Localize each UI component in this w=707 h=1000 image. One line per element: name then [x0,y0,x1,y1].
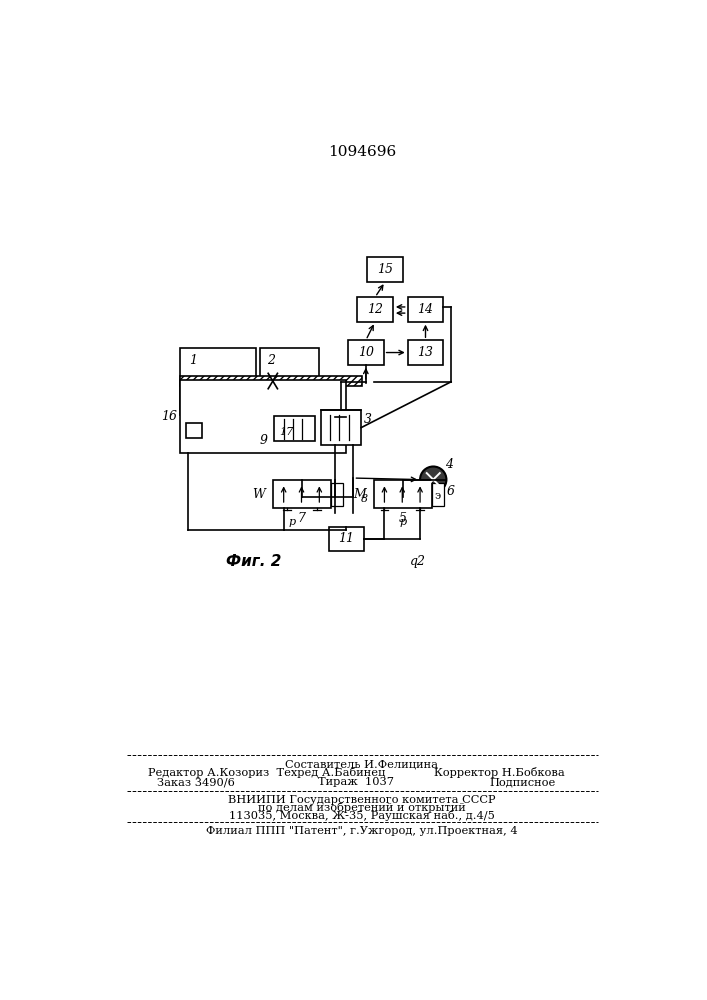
Text: Подписное: Подписное [489,777,556,787]
Text: 11: 11 [339,532,354,545]
Text: 16: 16 [161,410,177,423]
Text: 5: 5 [399,512,407,525]
Bar [274,416,315,441]
Bar [180,380,346,453]
Text: 8: 8 [361,494,368,504]
Text: 1: 1 [189,354,197,367]
Bar [432,483,444,506]
Text: 6: 6 [446,485,455,498]
Text: 4: 4 [445,458,453,471]
Circle shape [420,466,446,493]
Text: 9: 9 [259,434,267,447]
Bar [321,410,361,445]
Text: W: W [252,488,265,501]
Text: Заказ 3490/6: Заказ 3490/6 [156,777,235,787]
Text: 17: 17 [279,427,293,437]
Bar [357,297,393,322]
Bar [260,348,319,415]
Text: 113035, Москва, Ж-35, Раушская наб., д.4/5: 113035, Москва, Ж-35, Раушская наб., д.4… [229,810,495,821]
Bar [329,527,364,551]
Text: М: М [353,488,366,501]
Text: по делам изобретений и открытий: по делам изобретений и открытий [258,802,466,813]
Text: 1094696: 1094696 [328,145,396,159]
Bar [373,480,432,508]
Text: Филиал ППП "Патент", г.Ужгород, ул.Проектная, 4: Филиал ППП "Патент", г.Ужгород, ул.Проек… [206,826,518,836]
Bar [368,257,403,282]
Text: q2: q2 [410,555,426,568]
Text: ВНИИПИ Государственного комитета СССР: ВНИИПИ Государственного комитета СССР [228,795,496,805]
Text: 14: 14 [418,303,433,316]
Bar [348,340,384,365]
Bar [186,423,201,438]
Text: 3: 3 [364,413,373,426]
Text: Корректор Н.Бобкова: Корректор Н.Бобкова [434,767,564,778]
Bar [331,483,344,506]
Bar [408,297,443,322]
Bar [180,376,362,386]
Text: 2: 2 [267,354,274,367]
Bar [273,480,331,508]
Text: 15: 15 [378,263,393,276]
Text: э: э [435,491,441,501]
Bar [408,340,443,365]
Text: 10: 10 [358,346,374,359]
Text: р: р [288,517,296,527]
Text: Составитель И.Фелицина: Составитель И.Фелицина [286,759,438,769]
Text: р: р [399,517,407,527]
Text: Тираж  1037: Тираж 1037 [317,777,394,787]
Text: 7: 7 [298,512,306,525]
Bar [180,348,256,415]
Text: 12: 12 [367,303,383,316]
Text: Фиг. 2: Фиг. 2 [226,554,281,569]
Text: 13: 13 [418,346,433,359]
Text: Редактор А.Козориз  Техред А.Бабинец: Редактор А.Козориз Техред А.Бабинец [148,767,385,778]
